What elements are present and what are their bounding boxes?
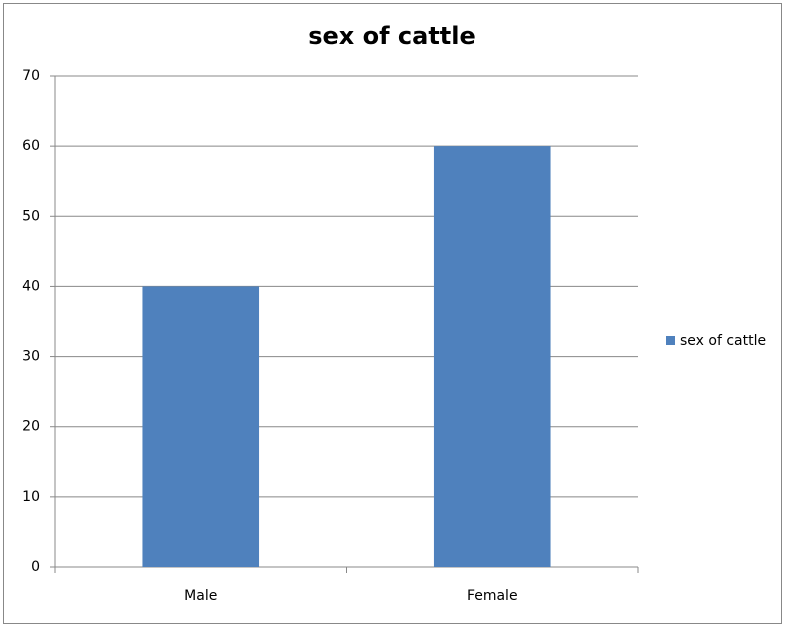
x-tick-label: Male [184,588,217,604]
y-tick-label: 20 [22,419,40,435]
y-tick-label: 60 [22,138,40,154]
legend-label: sex of cattle [680,333,766,349]
legend-swatch [666,336,675,345]
y-tick-label: 30 [22,349,40,365]
y-tick-label: 50 [22,208,40,224]
y-tick-label: 0 [31,559,40,575]
y-tick-label: 10 [22,489,40,505]
chart-title: sex of cattle [308,22,476,50]
bar [142,286,260,567]
chart-border [3,3,782,624]
bar [433,146,551,567]
y-tick-label: 40 [22,278,40,294]
y-tick-label: 70 [22,68,40,84]
x-tick-label: Female [467,588,518,604]
